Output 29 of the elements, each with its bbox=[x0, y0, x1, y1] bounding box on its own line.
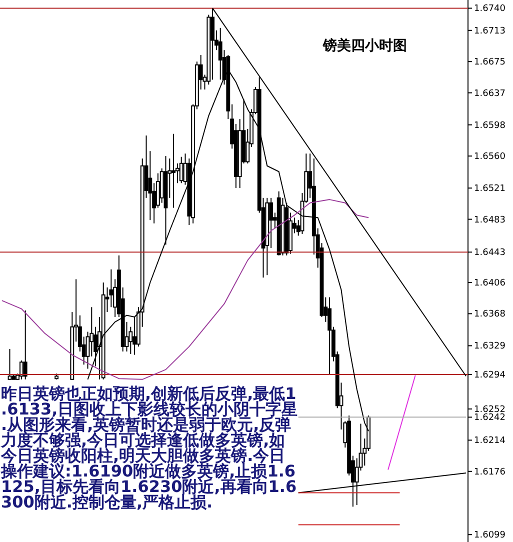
y-tick-label: 1.6214 bbox=[474, 436, 506, 446]
line-series bbox=[1, 199, 370, 380]
y-tick-label: 1.6368 bbox=[474, 310, 506, 320]
annotation: 昨日英镑也正如预期,创新低后反弹,最低1.6133,日图收上下影线较长的小阴十字星.从图形来看,英镑暂时还是弱于欧元,反弹力度不够强,今日可选择逢低做多英镑,如今日英镑收阳柱,明天大胆做多英镑.今日操作建议:1.6190附近做多英镑,止损1.6125,目标先看向1.6230附近,再看向1.6300附近.控制仓量,严格止损. bbox=[0, 384, 298, 512]
candlestick bbox=[328, 296, 332, 375]
y-tick-label: 1.6675 bbox=[474, 58, 506, 68]
y-tick-label: 1.6329 bbox=[474, 342, 506, 352]
candlestick bbox=[8, 348, 12, 380]
candlestick bbox=[269, 197, 274, 249]
y-tick-label: 1.6406 bbox=[474, 278, 506, 288]
y-tick-label: 1.6294 bbox=[474, 370, 506, 380]
candlestick bbox=[19, 360, 24, 380]
y-tick-label: 1.6242 bbox=[474, 413, 506, 424]
y-tick-label: 1.6483 bbox=[474, 215, 506, 226]
candlestick bbox=[218, 27, 222, 80]
text: 镑美四小时图 bbox=[322, 37, 407, 54]
candlestick bbox=[23, 310, 28, 380]
y-tick-label: 1.6560 bbox=[474, 152, 506, 162]
y-tick-label: 1.6099 bbox=[474, 530, 506, 541]
candlestick bbox=[179, 156, 184, 184]
y-tick-label: 1.6740 bbox=[474, 4, 506, 14]
candlestick bbox=[109, 268, 114, 308]
y-tick-label: 1.6637 bbox=[474, 88, 506, 99]
y-tick-label: 1.6598 bbox=[474, 120, 506, 131]
candlestick bbox=[172, 133, 176, 208]
y-tick-label: 1.6713 bbox=[474, 26, 506, 36]
y-tick-label: 1.6176 bbox=[474, 467, 506, 478]
y-tick-label: 1.6443 bbox=[474, 248, 506, 258]
y-tick-label: 1.6521 bbox=[474, 184, 506, 194]
